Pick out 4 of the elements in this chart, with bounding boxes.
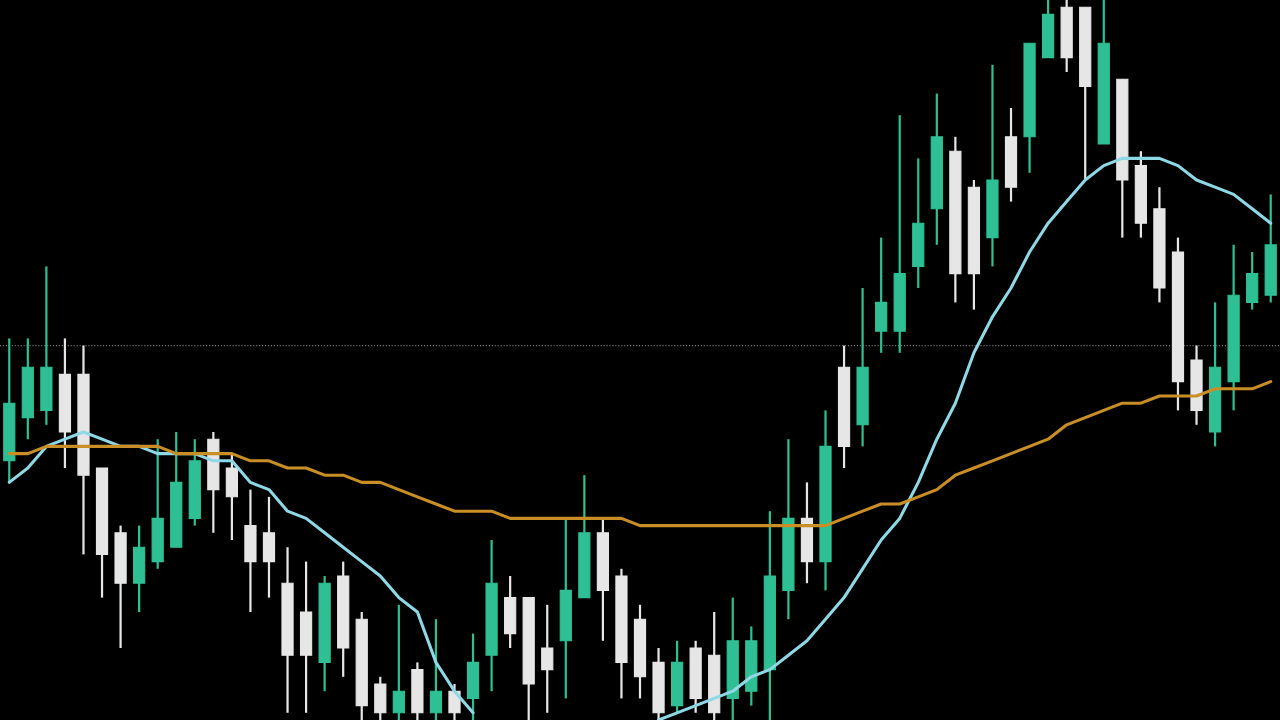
candlestick: [392, 603, 405, 720]
candlestick: [448, 682, 461, 720]
candlestick: [429, 618, 443, 720]
candlestick: [541, 603, 554, 714]
